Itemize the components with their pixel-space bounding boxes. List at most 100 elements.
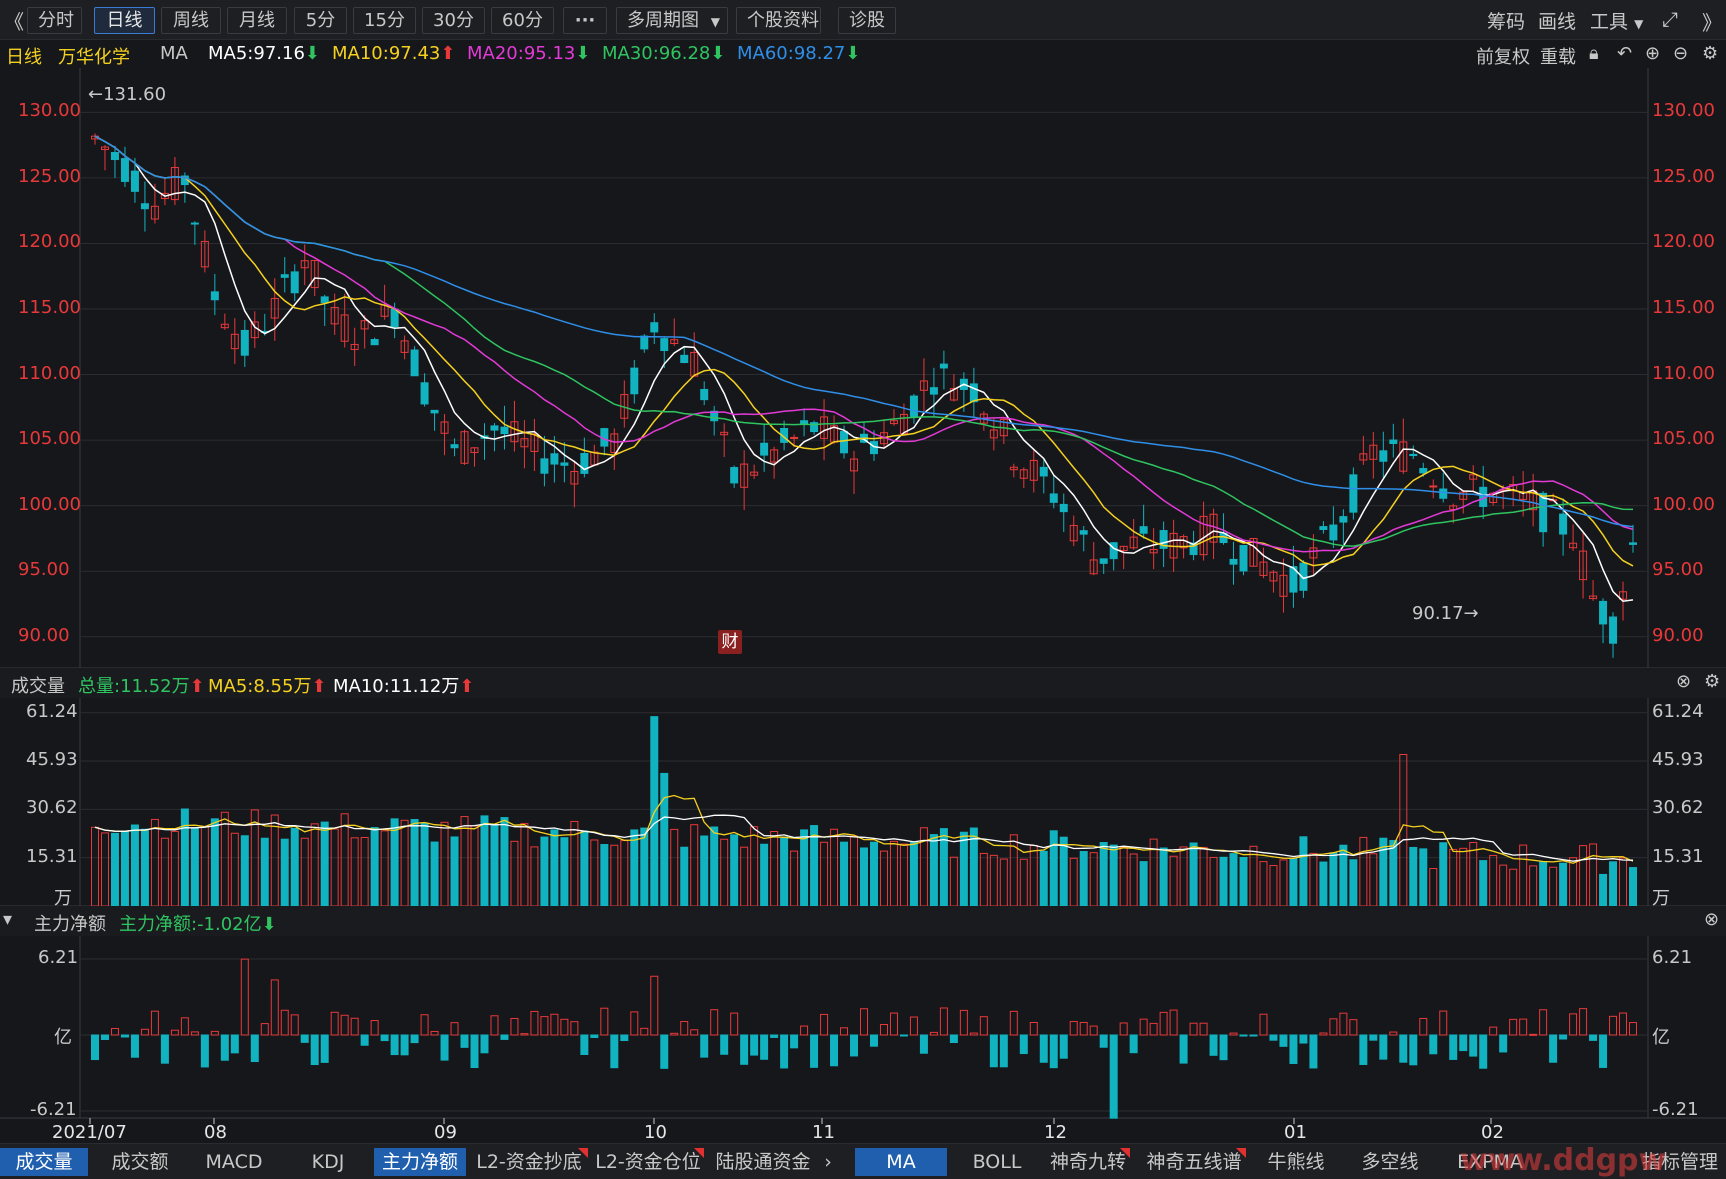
volume-bar-down xyxy=(1319,861,1328,907)
money-bar-in xyxy=(350,1017,359,1036)
candle-up xyxy=(1359,453,1368,461)
multi-period-dropdown[interactable]: 多周期图 ▼ xyxy=(616,7,728,34)
volume-bar-down xyxy=(1049,830,1058,907)
indicator-name[interactable]: MA xyxy=(160,43,188,64)
tab-bull-bear[interactable]: 牛熊线 xyxy=(1267,1151,1325,1173)
tab-indicator-manage[interactable]: 指标管理 xyxy=(1641,1151,1718,1173)
period-tab-15min[interactable]: 15分 xyxy=(353,7,416,34)
volume-bar-down xyxy=(1379,837,1388,907)
volume-bar-up xyxy=(510,840,519,907)
period-tab-daily[interactable]: 日线 xyxy=(94,7,155,34)
volume-bar-down xyxy=(1079,851,1088,907)
volume-bar-down xyxy=(630,829,639,907)
candle-down xyxy=(710,410,719,422)
volume-ma10-line xyxy=(94,814,1634,862)
tools-dropdown[interactable]: 工具 ▼ xyxy=(1590,7,1643,34)
candle-down xyxy=(1079,530,1088,535)
zoom-in-icon[interactable]: ⊕ xyxy=(1645,43,1661,64)
adjust-mode-button[interactable]: 前复权 xyxy=(1476,47,1530,68)
close-pane-icon[interactable]: ⊗ xyxy=(1704,909,1720,930)
volume-bar-up xyxy=(989,854,998,907)
period-tab-60min[interactable]: 60分 xyxy=(491,7,554,34)
money-bar-in xyxy=(510,1017,519,1036)
diagnose-button[interactable]: 诊股 xyxy=(838,7,896,34)
money-bar-out xyxy=(1129,1034,1138,1054)
candle-down xyxy=(1559,513,1568,535)
financial-report-badge[interactable]: 财 xyxy=(718,630,742,654)
settings-gear-icon[interactable]: ⚙ xyxy=(1702,43,1719,64)
period-tab-intraday[interactable]: 分时 xyxy=(27,7,82,34)
volume-bar-down xyxy=(939,828,948,907)
reload-button[interactable]: 重载 xyxy=(1540,47,1576,68)
money-bar-out xyxy=(1549,1034,1558,1063)
money-bar-in xyxy=(1139,1018,1148,1036)
tab-expma[interactable]: EXPMA xyxy=(1457,1151,1523,1173)
volume-bar-up xyxy=(1209,856,1218,907)
volume-bar-up xyxy=(1119,846,1128,907)
candle-up xyxy=(1569,542,1578,549)
forward-icon[interactable]: 》 xyxy=(1702,11,1722,35)
money-bar-in xyxy=(340,1014,349,1036)
stock-name[interactable]: 万华化学 xyxy=(58,47,130,68)
candle-down xyxy=(320,296,329,304)
chip-distribution-button[interactable]: 筹码 xyxy=(1487,11,1526,33)
chevron-right-icon[interactable]: › xyxy=(824,1151,832,1173)
volume-bar-up xyxy=(1519,844,1528,907)
volume-bar-up xyxy=(670,828,679,907)
money-bar-out xyxy=(750,1034,759,1056)
period-tab-30min[interactable]: 30分 xyxy=(422,7,485,34)
period-tab-weekly[interactable]: 周线 xyxy=(161,7,221,34)
volume-bar-down xyxy=(1229,853,1238,907)
volume-pane-title[interactable]: 成交量 xyxy=(11,676,65,697)
tab-turnover[interactable]: 成交额 xyxy=(111,1151,169,1173)
fullscreen-icon[interactable]: ⤢ xyxy=(1662,7,1678,31)
collapse-pane-icon[interactable]: ▾ xyxy=(3,909,13,930)
arrow-up-icon: ⬆ xyxy=(189,676,205,697)
money-bar-out xyxy=(760,1034,769,1060)
zoom-out-icon[interactable]: ⊖ xyxy=(1673,43,1689,64)
volume-bar-down xyxy=(1339,844,1348,907)
money-bar-out xyxy=(1279,1034,1288,1047)
tab-l2-bottom-fishing[interactable]: L2-资金抄底 xyxy=(470,1148,588,1176)
money-bar-out xyxy=(230,1034,239,1054)
tab-kdj[interactable]: KDJ xyxy=(311,1151,345,1173)
money-bar-in xyxy=(680,1021,689,1036)
volume-bar-up xyxy=(350,837,359,907)
period-tab-5min[interactable]: 5分 xyxy=(294,7,347,34)
money-bar-in xyxy=(969,1032,978,1036)
back-icon[interactable]: 《 xyxy=(4,10,24,34)
tab-volume[interactable]: 成交量 xyxy=(0,1148,88,1176)
tab-boll[interactable]: BOLL xyxy=(972,1151,1022,1173)
volume-bar-down xyxy=(1609,861,1618,907)
candle-down xyxy=(1289,566,1298,593)
draw-line-button[interactable]: 画线 xyxy=(1538,11,1577,33)
close-pane-icon[interactable]: ⊗ xyxy=(1676,671,1692,692)
volume-bar-up xyxy=(610,844,619,907)
undo-icon[interactable]: ↶ xyxy=(1617,43,1633,64)
stock-info-button[interactable]: 个股资料 xyxy=(736,7,821,34)
tab-northbound[interactable]: 陆股通资金 xyxy=(715,1151,811,1173)
arrow-down-icon: ⬇ xyxy=(304,43,320,64)
tab-magic-five[interactable]: 神奇五线谱 xyxy=(1142,1148,1246,1176)
money-bar-in xyxy=(450,1022,459,1036)
pane-settings-gear-icon[interactable]: ⚙ xyxy=(1704,671,1721,692)
more-periods-button[interactable]: ··· xyxy=(563,7,607,34)
tab-ma[interactable]: MA xyxy=(855,1148,947,1176)
tab-macd[interactable]: MACD xyxy=(205,1151,263,1173)
volume-bar-down xyxy=(929,834,938,907)
candle-up xyxy=(670,339,679,344)
tab-l2-position[interactable]: L2-资金仓位 xyxy=(592,1148,704,1176)
lock-icon[interactable]: 🔒︎ xyxy=(1589,43,1599,64)
money-bar-in xyxy=(1189,1022,1198,1036)
candle-up xyxy=(1619,591,1628,600)
money-pane-title[interactable]: 主力净额 xyxy=(34,914,106,935)
money-bar-in xyxy=(1079,1021,1088,1036)
tab-long-short[interactable]: 多空线 xyxy=(1361,1151,1419,1173)
tab-magic-nine[interactable]: 神奇九转 xyxy=(1046,1148,1130,1176)
tab-main-net[interactable]: 主力净额 xyxy=(374,1148,466,1176)
period-tab-monthly[interactable]: 月线 xyxy=(227,7,287,34)
ma60-line xyxy=(94,135,1634,528)
money-bar-in xyxy=(1619,1012,1628,1036)
volume-bar-down xyxy=(680,846,689,907)
